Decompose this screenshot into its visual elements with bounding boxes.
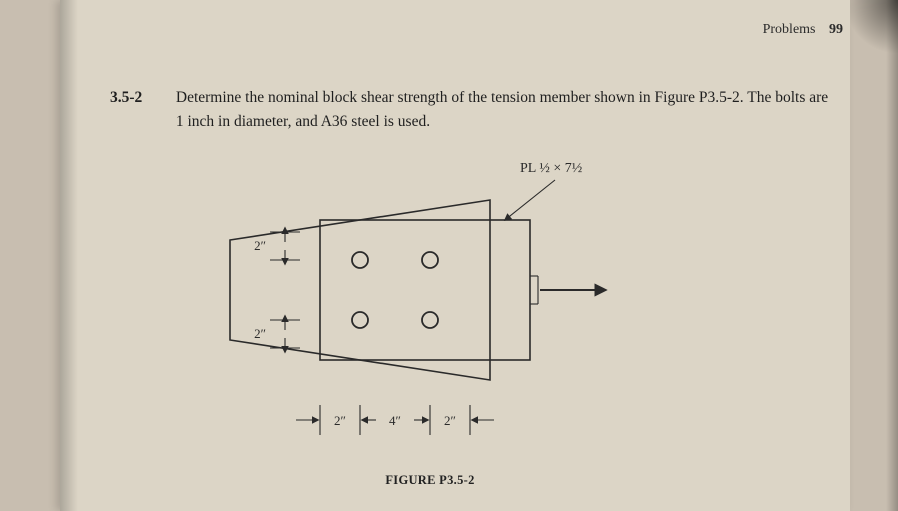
section-label: Problems	[763, 22, 816, 37]
page-header: Problems 99	[763, 22, 843, 38]
problem-number: 3.5-2	[110, 86, 172, 110]
svg-text:2″: 2″	[334, 413, 346, 428]
problem-text: Determine the nominal block shear streng…	[176, 86, 834, 134]
problem-block: 3.5-2 Determine the nominal block shear …	[110, 86, 838, 134]
figure-caption: FIGURE P3.5-2	[385, 473, 474, 488]
svg-text:2″: 2″	[444, 413, 456, 428]
figure-svg: 2″ 2″ 2″ 4″ 2″ PL ½ × 7½	[190, 160, 670, 460]
svg-text:4″: 4″	[389, 413, 401, 428]
svg-text:PL ½ × 7½: PL ½ × 7½	[520, 161, 582, 176]
svg-text:2″: 2″	[254, 238, 266, 253]
figure: 2″ 2″ 2″ 4″ 2″ PL ½ × 7½ FIGURE P3.5-2	[190, 160, 670, 500]
page-number: 99	[829, 22, 843, 37]
svg-text:2″: 2″	[254, 326, 266, 341]
